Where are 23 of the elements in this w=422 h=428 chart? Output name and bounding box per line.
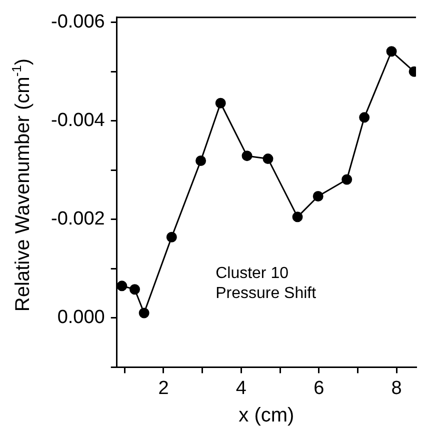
point bbox=[138, 308, 150, 318]
point bbox=[292, 212, 303, 222]
y-tick-label: -0.002 bbox=[51, 208, 105, 230]
point bbox=[342, 174, 352, 185]
point bbox=[359, 112, 370, 123]
point bbox=[215, 98, 226, 108]
x-tick-label: 4 bbox=[236, 378, 247, 399]
point bbox=[166, 232, 177, 242]
y-tick-label: -0.004 bbox=[51, 110, 106, 132]
x-tick-label: 8 bbox=[391, 378, 402, 399]
point bbox=[262, 154, 274, 164]
point bbox=[386, 46, 397, 57]
annotation: Cluster 10 Pressure Shift bbox=[216, 265, 317, 302]
y-tick-label: -0.006 bbox=[51, 12, 105, 33]
x-tick-label: 2 bbox=[158, 378, 169, 399]
point bbox=[312, 190, 324, 202]
point bbox=[196, 156, 206, 166]
point bbox=[116, 280, 128, 292]
x-tick-label: 6 bbox=[314, 378, 324, 399]
point bbox=[129, 284, 140, 295]
y-tick-label: 0.000 bbox=[57, 307, 105, 328]
x-axis-title: x (cm) bbox=[238, 404, 294, 427]
point bbox=[242, 150, 252, 162]
